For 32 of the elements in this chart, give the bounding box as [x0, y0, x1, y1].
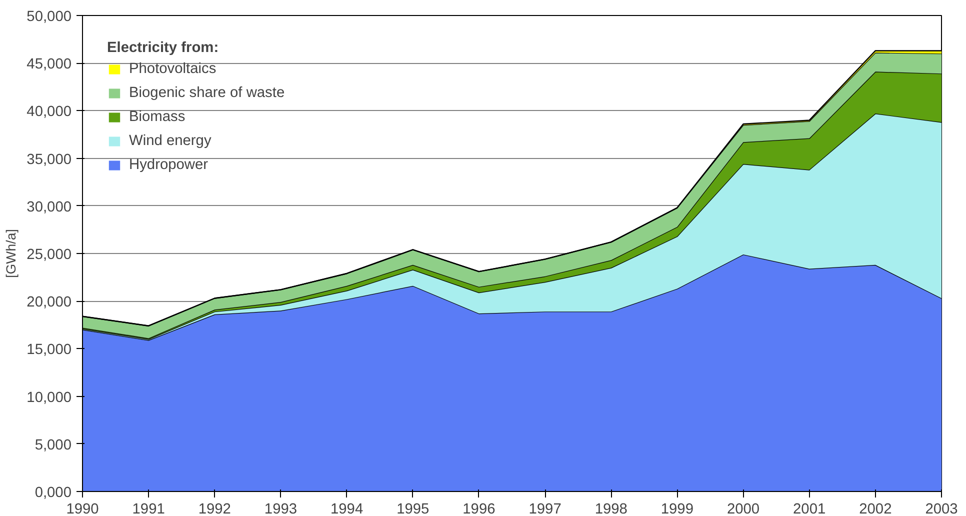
x-tick-label: 1991 [132, 502, 165, 516]
y-tick-label: 15,000 [26, 342, 72, 358]
x-tick-label: 2001 [793, 502, 826, 516]
x-tick-label: 1997 [528, 502, 562, 516]
x-tick-label: 1999 [660, 502, 694, 516]
y-tick-label: 0,000 [34, 485, 72, 501]
x-tick-label: 2003 [925, 502, 958, 516]
legend-label: Biomass [129, 109, 186, 125]
y-tick-label: 25,000 [26, 247, 72, 263]
legend-title: Electricity from: [107, 40, 220, 56]
legend-label: Photovoltaics [129, 61, 216, 77]
x-tick-label: 1992 [198, 502, 231, 516]
y-tick-label: 30,000 [26, 199, 72, 216]
legend-label: Biogenic share of waste [129, 85, 285, 101]
x-tick-label: 1998 [594, 502, 628, 516]
y-tick-label: 35,000 [26, 152, 72, 168]
x-tick-label: 1993 [264, 502, 298, 516]
x-tick-label: 2002 [859, 502, 892, 516]
y-tick-label: 20,000 [26, 294, 72, 311]
y-tick-label: 5,000 [34, 437, 72, 454]
x-tick-label: 1990 [66, 502, 99, 516]
x-tick-label: 2000 [726, 502, 760, 516]
x-tick-label: 1996 [462, 502, 496, 516]
x-tick-label: 1994 [330, 502, 364, 516]
y-tick-label: 10,000 [26, 390, 72, 406]
y-axis-title: [GWh/a] [4, 229, 19, 278]
legend-label: Wind energy [129, 133, 212, 149]
x-tick-label: 1995 [396, 502, 430, 516]
y-tick-label: 40,000 [26, 104, 72, 120]
legend-label: Hydropower [129, 157, 208, 173]
y-tick-label: 45,000 [26, 56, 72, 73]
y-tick-label: 50,000 [26, 9, 72, 25]
